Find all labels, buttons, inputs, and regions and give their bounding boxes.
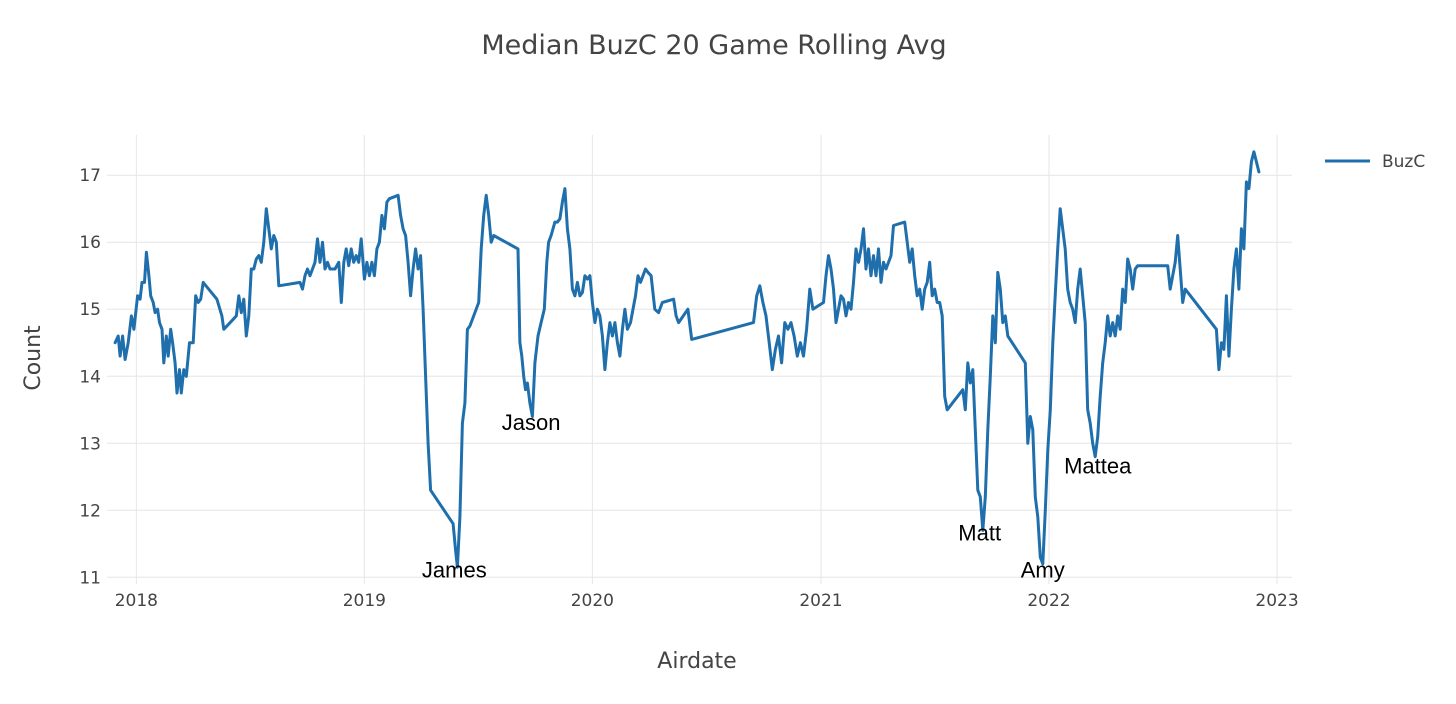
annotations: James Jason Matt Amy Mattea [422,410,1132,582]
x-tick-label: 2023 [1255,591,1298,611]
annotation-matt: Matt [958,520,1001,545]
series-line-buzc[interactable] [113,150,1261,569]
y-tick-label: 13 [79,434,101,454]
x-tick-label: 2020 [571,591,614,611]
y-tick-label: 14 [79,367,101,387]
annotation-mattea: Mattea [1064,453,1132,478]
annotation-jason: Jason [502,410,561,435]
grid-layer [107,135,1292,584]
y-axis-title: Count [21,325,46,391]
x-tick-label: 2018 [115,591,158,611]
y-tick-label: 12 [79,501,101,521]
annotation-amy: Amy [1021,557,1065,582]
y-tick-label: 11 [79,568,101,588]
x-tick-label: 2019 [343,591,386,611]
y-tick-label: 17 [79,166,101,186]
x-tick-label: 2022 [1027,591,1070,611]
tick-labels: 2018 2019 2020 2021 2022 2023 11 12 13 14 15 16 17 [79,166,1298,611]
legend[interactable]: BuzC [1325,152,1425,172]
y-tick-label: 16 [79,233,101,253]
annotation-james: James [422,557,487,582]
x-tick-label: 2021 [799,591,842,611]
y-tick-label: 15 [79,300,101,320]
chart-title: Median BuzC 20 Game Rolling Avg [481,30,946,61]
series-layer [113,150,1261,569]
legend-label-buzc: BuzC [1382,152,1425,172]
x-axis-title: Airdate [657,649,736,674]
